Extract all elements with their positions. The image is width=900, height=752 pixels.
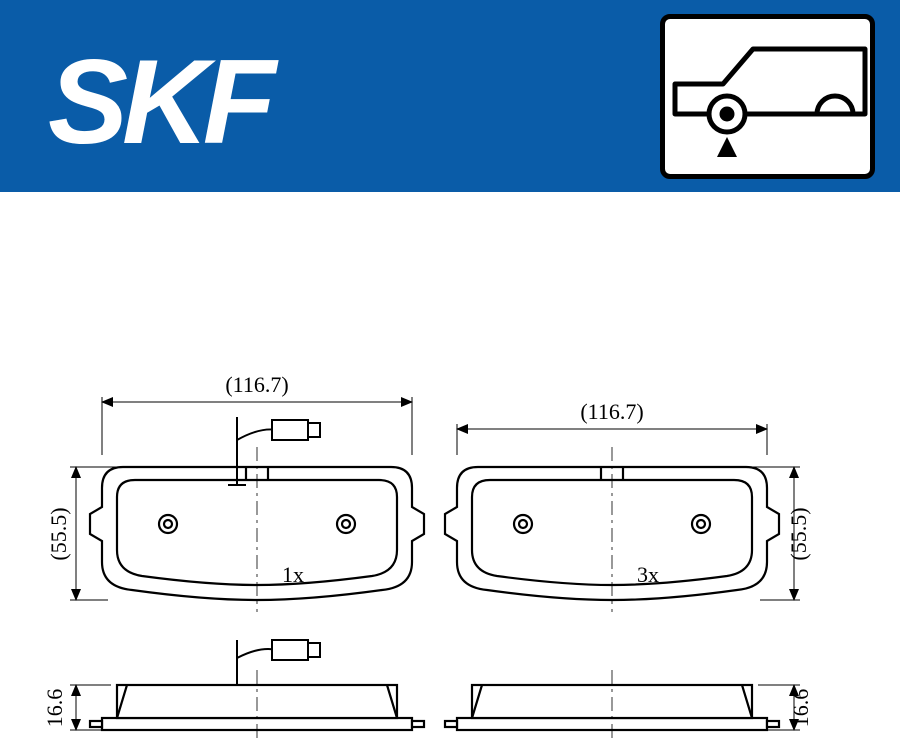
right-thickness-label: 16.6 [788, 689, 813, 728]
pad-left-front-view: (116.7) (55.5) [46, 372, 424, 612]
left-width-label: (116.7) [225, 372, 288, 397]
right-width-label: (116.7) [580, 399, 643, 424]
left-height-label: (55.5) [46, 507, 71, 560]
pad-left-side-view: 16.6 [42, 640, 424, 742]
wear-sensor-icon [228, 417, 320, 485]
right-height-label: (55.5) [786, 507, 811, 560]
pad-right-front-view: (116.7) (55.5) 3x [445, 399, 811, 612]
right-qty-label: 3x [637, 562, 659, 587]
left-thickness-label: 16.6 [42, 689, 67, 728]
technical-drawing: (116.7) (55.5) [0, 192, 900, 747]
car-front-wheel-icon [665, 19, 870, 174]
brand-logo: SKF [48, 42, 270, 162]
left-qty-label: 1x [282, 562, 304, 587]
axle-position-indicator [660, 14, 875, 179]
pad-right-side-view: 16.6 [445, 670, 813, 742]
brand-header: SKF [0, 0, 900, 192]
